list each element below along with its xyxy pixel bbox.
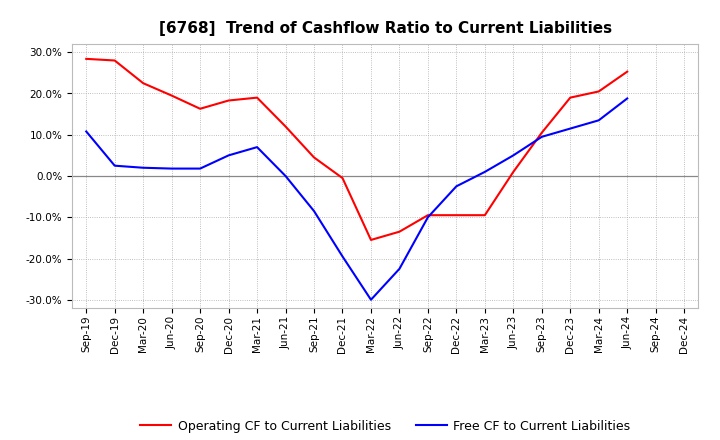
Free CF to Current Liabilities <box>310 209 318 214</box>
Free CF to Current Liabilities <box>225 153 233 158</box>
Operating CF to Current Liabilities <box>225 98 233 103</box>
Operating CF to Current Liabilities <box>196 106 204 111</box>
Free CF to Current Liabilities <box>338 254 347 259</box>
Operating CF to Current Liabilities <box>366 237 375 242</box>
Free CF to Current Liabilities <box>110 163 119 169</box>
Operating CF to Current Liabilities <box>595 89 603 94</box>
Free CF to Current Liabilities <box>623 96 631 101</box>
Free CF to Current Liabilities <box>480 169 489 175</box>
Operating CF to Current Liabilities <box>395 229 404 235</box>
Free CF to Current Liabilities <box>509 153 518 158</box>
Operating CF to Current Liabilities <box>480 213 489 218</box>
Line: Operating CF to Current Liabilities: Operating CF to Current Liabilities <box>86 59 627 240</box>
Free CF to Current Liabilities <box>423 215 432 220</box>
Free CF to Current Liabilities <box>139 165 148 170</box>
Free CF to Current Liabilities <box>196 166 204 171</box>
Free CF to Current Liabilities <box>82 129 91 134</box>
Operating CF to Current Liabilities <box>110 58 119 63</box>
Free CF to Current Liabilities <box>566 126 575 131</box>
Operating CF to Current Liabilities <box>537 130 546 136</box>
Free CF to Current Liabilities <box>167 166 176 171</box>
Operating CF to Current Liabilities <box>282 124 290 129</box>
Operating CF to Current Liabilities <box>509 169 518 175</box>
Operating CF to Current Liabilities <box>167 93 176 98</box>
Operating CF to Current Liabilities <box>82 56 91 62</box>
Free CF to Current Liabilities <box>366 297 375 302</box>
Legend: Operating CF to Current Liabilities, Free CF to Current Liabilities: Operating CF to Current Liabilities, Fre… <box>135 414 635 437</box>
Free CF to Current Liabilities <box>452 183 461 189</box>
Free CF to Current Liabilities <box>282 173 290 179</box>
Operating CF to Current Liabilities <box>452 213 461 218</box>
Operating CF to Current Liabilities <box>566 95 575 100</box>
Operating CF to Current Liabilities <box>623 69 631 74</box>
Operating CF to Current Liabilities <box>139 81 148 86</box>
Line: Free CF to Current Liabilities: Free CF to Current Liabilities <box>86 99 627 300</box>
Free CF to Current Liabilities <box>253 144 261 150</box>
Title: [6768]  Trend of Cashflow Ratio to Current Liabilities: [6768] Trend of Cashflow Ratio to Curren… <box>158 21 612 36</box>
Operating CF to Current Liabilities <box>253 95 261 100</box>
Operating CF to Current Liabilities <box>423 213 432 218</box>
Free CF to Current Liabilities <box>395 266 404 271</box>
Free CF to Current Liabilities <box>595 117 603 123</box>
Free CF to Current Liabilities <box>537 134 546 139</box>
Operating CF to Current Liabilities <box>310 155 318 160</box>
Operating CF to Current Liabilities <box>338 176 347 181</box>
